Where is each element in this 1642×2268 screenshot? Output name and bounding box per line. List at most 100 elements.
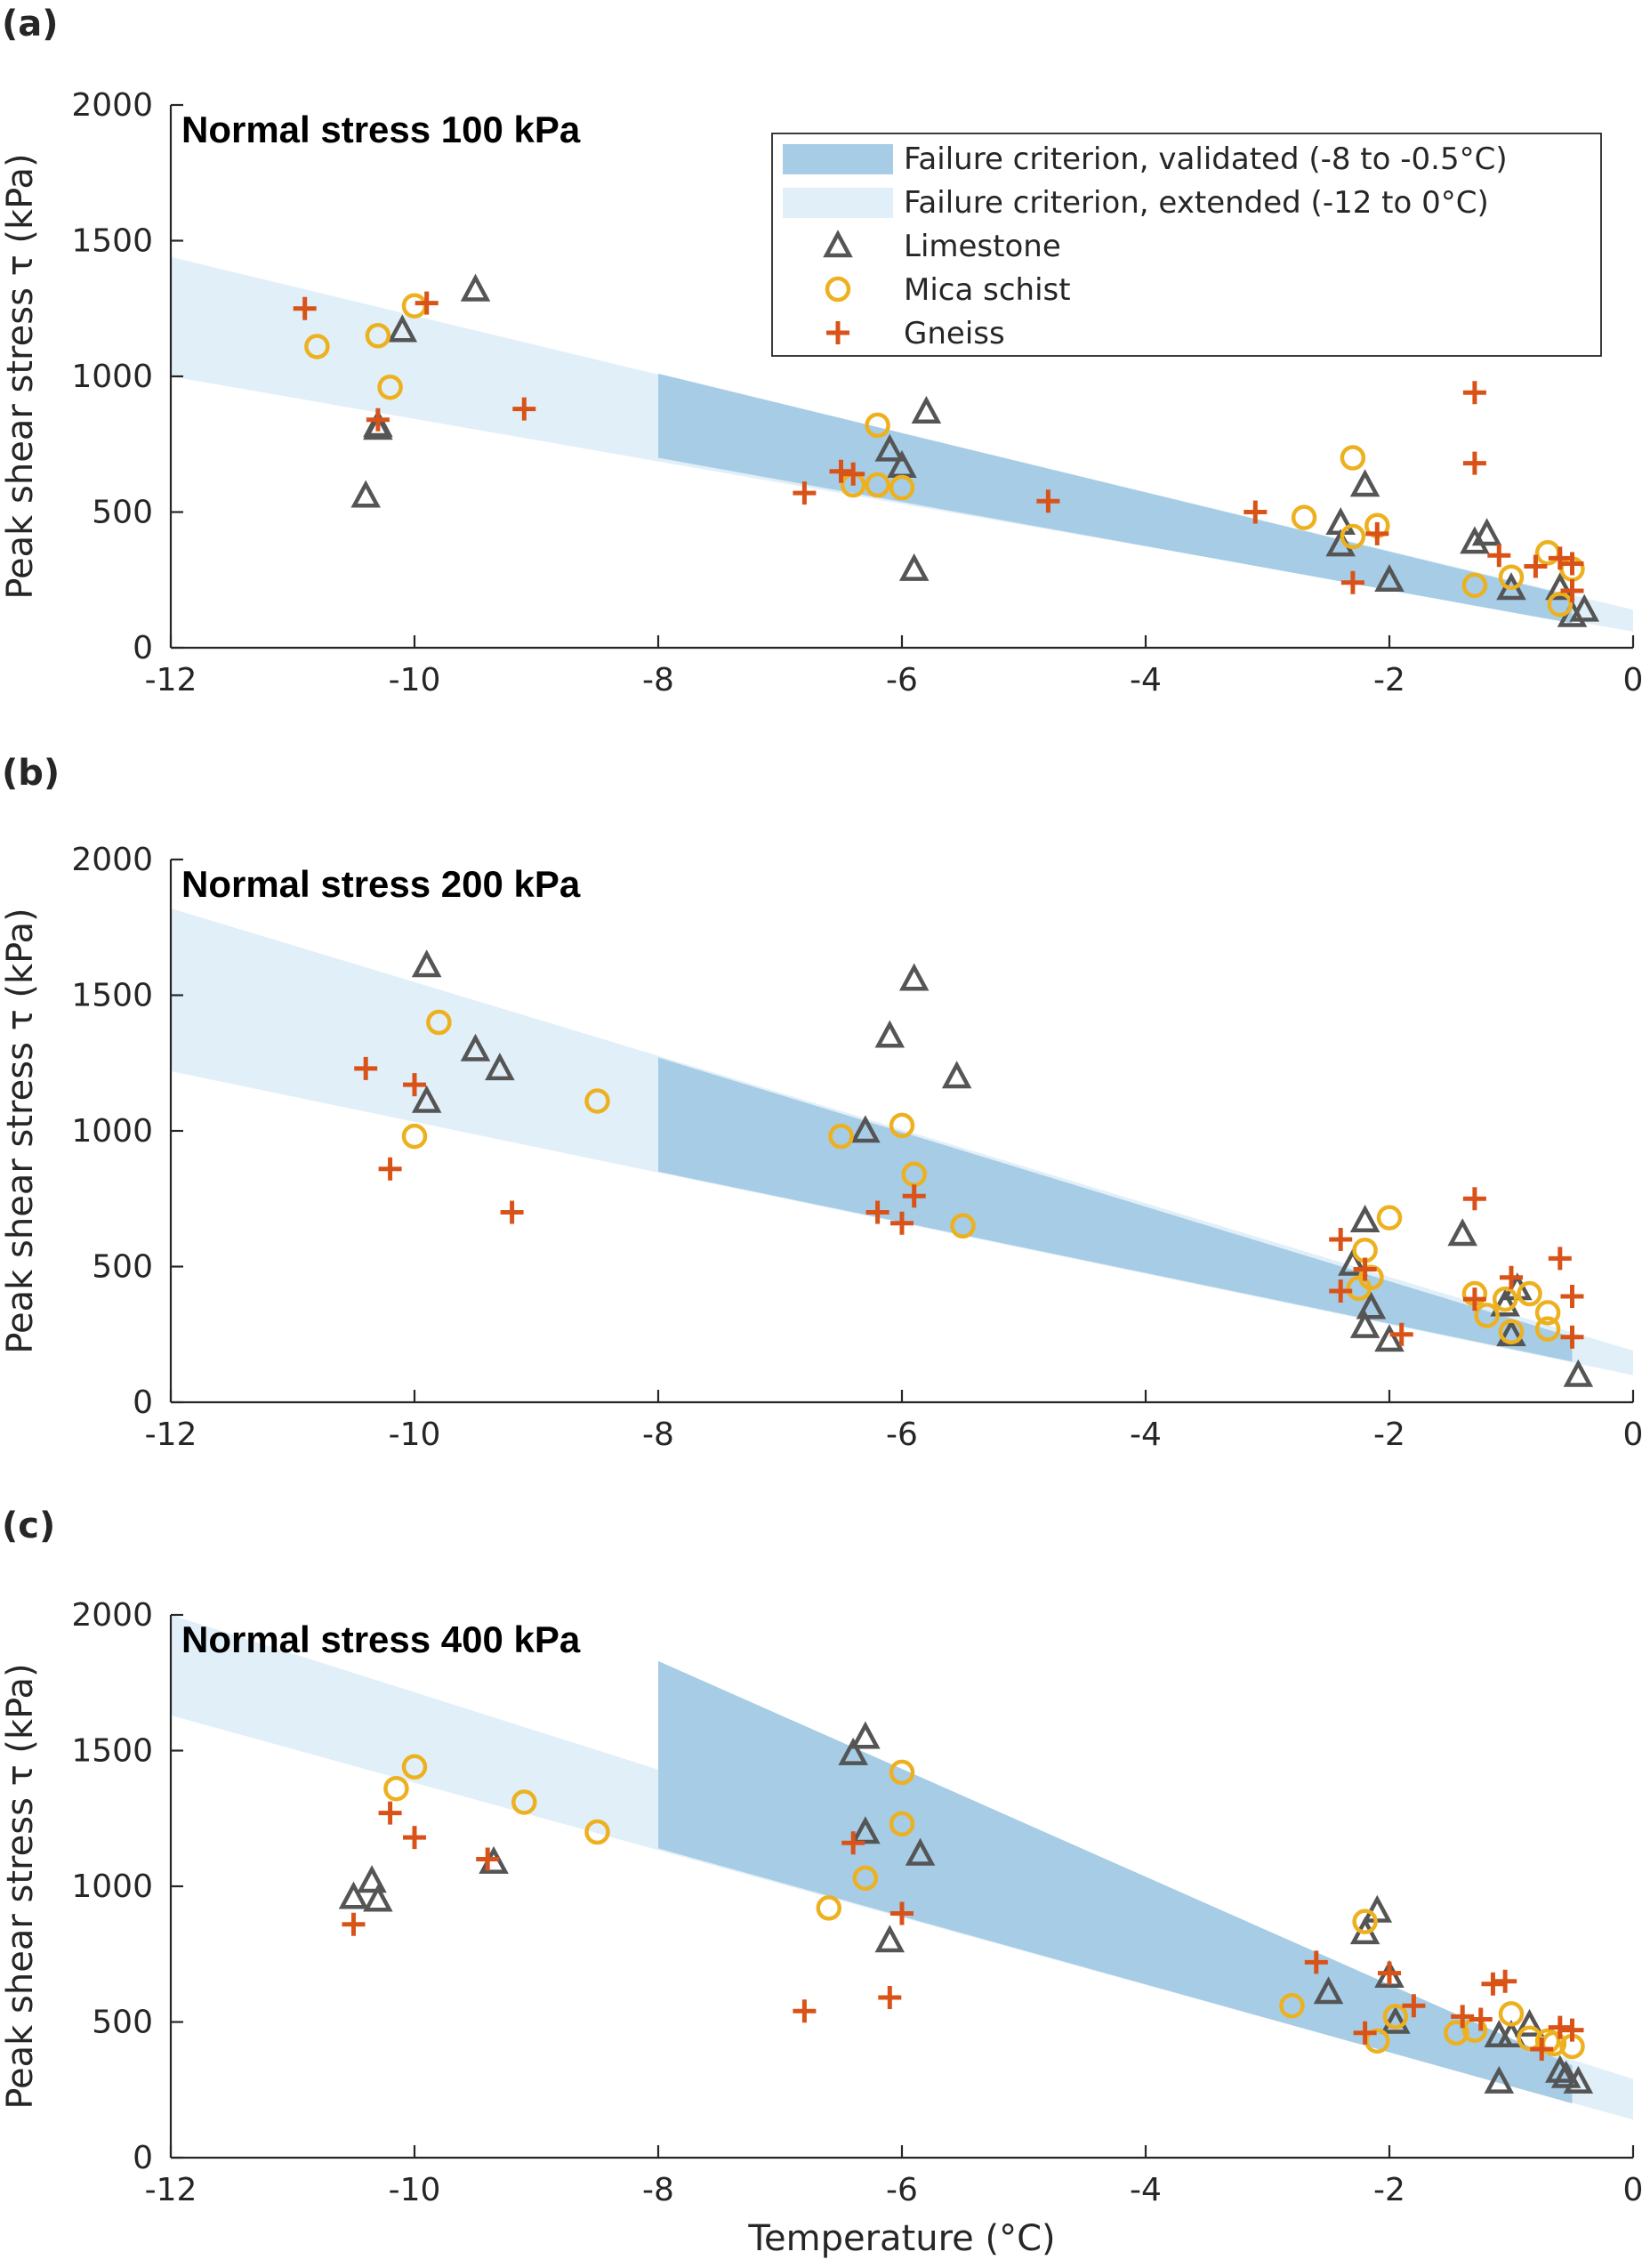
y-axis-label: Peak shear stress τ (kPa) [0,908,41,1353]
limestone-point [1356,1291,1387,1320]
limestone-point [338,1881,369,1909]
limestone-point [874,1925,906,1953]
gneiss-point [403,1826,426,1850]
gneiss-point [793,481,817,505]
mica-schist-point [1382,2004,1409,2030]
mica-schist-point [1352,1909,1378,1934]
legend-label-mica-schist: Mica schist [904,272,1071,308]
gneiss-point [1365,521,1389,545]
limestone-point [1349,1310,1380,1338]
legend-swatch-validated [783,144,893,174]
gneiss-point [1469,2007,1493,2031]
limestone-point [411,1085,442,1113]
gneiss-point [378,1801,402,1825]
gneiss-point [829,459,853,483]
limestone-point [1447,1218,1477,1247]
gneiss-point [415,291,439,315]
legend: Failure criterion, validated (-8 to -0.5… [771,133,1602,357]
gneiss-point [878,1986,902,2010]
x-tick-label: -2 [1373,662,1405,698]
limestone-point [1545,572,1575,601]
gneiss-point [1560,578,1584,602]
limestone-point [357,1865,387,1893]
series-mica-schist [304,293,1585,617]
mica-schist-point [401,293,428,319]
series-gneiss [354,1056,1584,1349]
x-tick-label: -12 [145,2172,197,2208]
limestone-point [850,1115,881,1143]
mica-schist-point [584,1088,610,1114]
mica-schist-point [1474,1303,1500,1328]
mica-schist-point [1492,1286,1518,1312]
x-tick-label: -8 [642,1416,674,1453]
x-tick-label: -6 [886,2172,918,2208]
plot-area [171,256,1633,632]
limestone-point [363,1884,393,1912]
mica-schist-point [1498,1319,1525,1344]
gneiss-point [1560,552,1584,576]
limestone-point [1490,1288,1520,1317]
gneiss-point [1340,570,1364,594]
chart-panel-2: -12 -10 -8 -6 -4 -2 0 0 500 1000 1500 2000 Peak shea… [0,753,1642,1453]
series-mica-schist [383,1754,1585,2060]
legend-marker-limestone [823,230,853,258]
limestone-point [1514,2008,1545,2037]
y-tick-label: 1000 [71,1868,153,1905]
gneiss-point [1329,1228,1353,1251]
mica-schist-point [1340,523,1366,550]
limestone-point [1563,1359,1594,1387]
mica-schist-point [1291,504,1317,530]
gneiss-point [500,1200,524,1224]
limestone-point [1374,564,1405,593]
validated-criterion-band [658,373,1573,624]
limestone-point [1471,518,1502,546]
y-tick-label: 500 [92,1249,153,1286]
limestone-point [460,1033,491,1061]
gneiss-point [1481,1972,1505,1996]
mica-schist-point [383,1775,409,1802]
x-tick-label: -6 [886,1416,918,1453]
gneiss-point [1353,2021,1377,2045]
mica-schist-point [1498,564,1525,590]
mica-schist-point [1279,1992,1305,2019]
mica-schist-point [426,1009,452,1036]
x-tick-label: -8 [642,662,674,698]
mica-schist-point [1498,2001,1525,2027]
validated-criterion-band [658,1057,1573,1362]
legend-swatch-extended [783,188,893,218]
panel-letter: (c) [2,1505,55,1546]
y-axis-label: Peak shear stress τ (kPa) [0,1663,41,2109]
mica-schist-point [889,1112,915,1139]
x-tick-label: 0 [1623,1416,1642,1453]
y-tick-label: 0 [133,1384,153,1421]
mica-schist-point [365,323,391,349]
panel-title: Normal stress 400 kPa [181,1618,581,1660]
gneiss-point [1548,546,1572,570]
gneiss-point [865,1200,889,1224]
panel-title: Normal stress 100 kPa [181,109,581,150]
gneiss-point [793,1999,817,2023]
mica-schist-point [1444,2020,1469,2046]
series-mica-schist [401,1009,1561,1344]
limestone-point [1374,1324,1405,1352]
y-tick-label: 500 [92,2005,153,2041]
y-tick-label: 0 [133,630,153,666]
x-axis-label: Temperature (°C) [747,2218,1055,2259]
legend-label-extended: Failure criterion, extended (-12 to 0°C) [904,185,1489,221]
x-tick-label: -6 [886,662,918,698]
gneiss-point [1329,1279,1353,1303]
x-tick-label: -4 [1130,1416,1162,1453]
y-tick-label: 0 [133,2140,153,2176]
mica-schist-point [816,1895,842,1921]
mica-schist-point [1517,1280,1542,1307]
gneiss-point [354,1056,378,1080]
x-tick-label: -12 [145,1416,197,1453]
limestone-point [460,273,491,302]
legend-label-validated: Failure criterion, validated (-8 to -0.5… [904,141,1508,177]
mica-schist-point [828,1123,854,1150]
limestone-point [874,433,906,462]
mica-schist-point [377,374,403,400]
limestone-point [350,480,381,508]
limestone-point [1484,2065,1515,2094]
